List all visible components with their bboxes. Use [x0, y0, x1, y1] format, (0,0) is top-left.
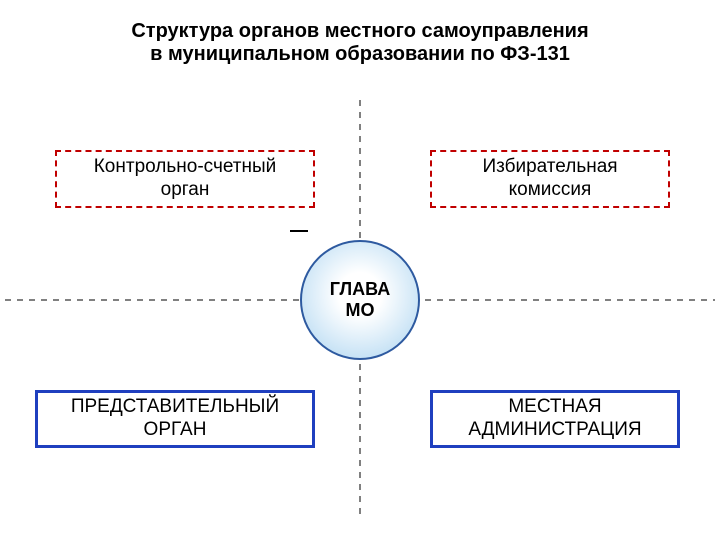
election-commission-box: Избирательная комиссия — [430, 150, 670, 208]
diagram-title: Структура органов местного самоуправлени… — [0, 20, 720, 66]
administration-label: МЕСТНАЯ АДМИНИСТРАЦИЯ — [468, 396, 641, 442]
head-mo-circle: ГЛАВА МО — [300, 240, 420, 360]
election-label: Избирательная комиссия — [482, 156, 617, 202]
title-line1: Структура органов местного самоуправлени… — [0, 20, 720, 43]
representative-body-box: ПРЕДСТАВИТЕЛЬНЫЙ ОРГАН — [35, 390, 315, 448]
audit-label: Контрольно-счетный орган — [94, 156, 277, 202]
title-line2: в муниципальном образовании по ФЗ-131 — [0, 43, 720, 66]
head-mo-label: ГЛАВА МО — [330, 279, 391, 321]
local-administration-box: МЕСТНАЯ АДМИНИСТРАЦИЯ — [430, 390, 680, 448]
diagram-stage: Структура органов местного самоуправлени… — [0, 0, 720, 540]
representative-label: ПРЕДСТАВИТЕЛЬНЫЙ ОРГАН — [71, 396, 279, 442]
audit-body-box: Контрольно-счетный орган — [55, 150, 315, 208]
tick-mark — [290, 230, 308, 232]
